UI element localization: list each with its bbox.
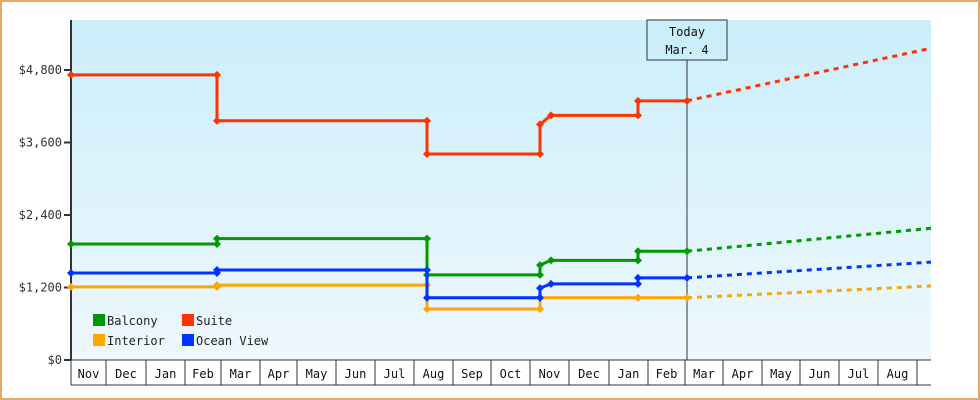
data-point[interactable]: [683, 96, 691, 105]
x-tick-label: Mar: [230, 367, 252, 381]
data-point[interactable]: [423, 149, 431, 158]
legend-swatch: [93, 334, 105, 346]
legend-label: Interior: [107, 334, 165, 348]
x-tick-label: Jul: [848, 367, 870, 381]
data-point[interactable]: [634, 96, 642, 105]
data-point[interactable]: [536, 304, 544, 313]
data-point[interactable]: [67, 70, 75, 79]
data-point[interactable]: [547, 111, 555, 120]
data-point[interactable]: [423, 304, 431, 313]
x-tick-label: Apr: [732, 367, 754, 381]
legend-label: Balcony: [107, 314, 158, 328]
data-point[interactable]: [213, 116, 221, 125]
series-balcony: [67, 226, 932, 279]
data-point[interactable]: [683, 247, 691, 256]
data-point[interactable]: [634, 273, 642, 282]
today-marker: Today Mar. 4: [646, 19, 728, 360]
x-tick-label: May: [306, 367, 328, 381]
data-point[interactable]: [213, 281, 221, 290]
y-tick-label: $4,800: [19, 63, 62, 77]
plot-area: [71, 20, 931, 360]
data-point[interactable]: [536, 120, 544, 129]
data-point[interactable]: [213, 70, 221, 79]
data-point[interactable]: [634, 247, 642, 256]
data-point[interactable]: [634, 111, 642, 120]
x-tick-label: Apr: [268, 367, 290, 381]
y-tick-label: $0: [48, 353, 62, 367]
data-point[interactable]: [536, 293, 544, 302]
data-point[interactable]: [683, 273, 691, 282]
today-label: Today: [669, 25, 705, 39]
x-tick-label: Aug: [423, 367, 445, 381]
series-layer: [67, 46, 932, 313]
x-tick-label: Feb: [656, 367, 678, 381]
x-tick-label: Dec: [115, 367, 137, 381]
y-tick-label: $2,400: [19, 208, 62, 222]
data-point[interactable]: [423, 265, 431, 274]
x-tick-label: Jun: [345, 367, 367, 381]
data-point[interactable]: [213, 265, 221, 274]
x-tick-label: Dec: [578, 367, 600, 381]
legend-swatch: [93, 314, 105, 326]
x-tick-label: Feb: [192, 367, 214, 381]
data-point[interactable]: [683, 293, 691, 302]
x-tick-label: Nov: [78, 367, 100, 381]
data-point[interactable]: [536, 284, 544, 293]
x-tick-label: Jan: [618, 367, 640, 381]
x-tick-label: Sep: [461, 367, 483, 381]
x-tick-label: May: [770, 367, 792, 381]
data-point[interactable]: [213, 240, 221, 248]
y-tick-label: $1,200: [19, 281, 62, 295]
x-tick-label: Jun: [809, 367, 831, 381]
data-point[interactable]: [213, 234, 221, 243]
y-tick-label: $3,600: [19, 136, 62, 150]
data-point[interactable]: [423, 234, 431, 243]
data-point[interactable]: [536, 270, 544, 279]
data-point[interactable]: [634, 256, 642, 265]
y-axis: $0 $1,200 $2,400 $3,600 $4,800: [19, 20, 72, 367]
data-point[interactable]: [634, 279, 642, 288]
x-tick-label: Jan: [155, 367, 177, 381]
x-tick-label: Jul: [384, 367, 406, 381]
legend-label: Ocean View: [196, 334, 269, 348]
legend-label: Suite: [196, 314, 232, 328]
series-ocean-view: [67, 260, 932, 302]
data-point[interactable]: [547, 256, 555, 265]
x-axis: Nov Dec Jan Feb Mar Apr May Jun Jul Aug Sep Oct Nov D…: [70, 359, 931, 386]
data-point[interactable]: [423, 116, 431, 125]
series-suite: [67, 46, 932, 158]
x-tick-label: Aug: [887, 367, 909, 381]
data-point[interactable]: [67, 269, 75, 277]
data-point[interactable]: [423, 293, 431, 302]
legend: Balcony Suite Interior Ocean View: [93, 314, 269, 348]
x-tick-label: Mar: [693, 367, 715, 381]
data-point[interactable]: [536, 149, 544, 158]
data-point[interactable]: [67, 240, 75, 248]
data-point[interactable]: [547, 279, 555, 288]
x-tick-label: Nov: [539, 367, 561, 381]
data-point[interactable]: [536, 261, 544, 270]
data-point[interactable]: [67, 282, 75, 291]
today-date: Mar. 4: [665, 43, 708, 57]
legend-swatch: [182, 334, 194, 346]
data-point[interactable]: [634, 293, 642, 302]
x-tick-label: Oct: [500, 367, 522, 381]
legend-swatch: [182, 314, 194, 326]
series-interior: [67, 281, 932, 313]
